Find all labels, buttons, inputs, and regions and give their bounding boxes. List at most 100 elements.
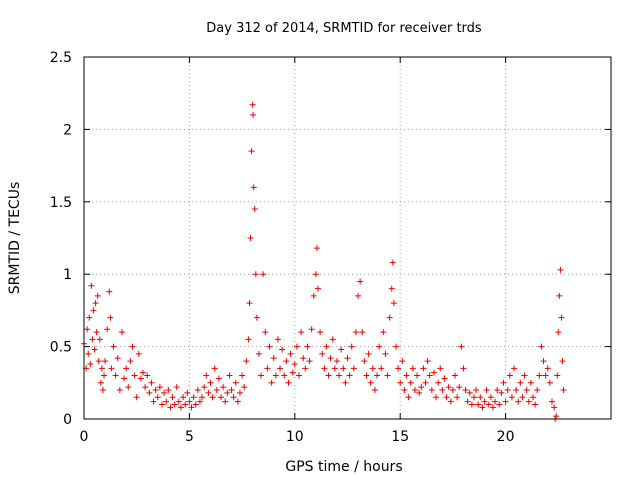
data-point (527, 379, 534, 386)
data-point (291, 360, 298, 367)
data-point (169, 394, 176, 401)
data-point (239, 372, 246, 379)
data-point (308, 326, 315, 333)
data-point (382, 350, 389, 357)
data-point (243, 358, 250, 365)
data-point (156, 384, 163, 391)
y-tick-label: 1 (63, 267, 72, 283)
data-point (90, 307, 97, 314)
data-point (253, 314, 260, 321)
data-point (152, 387, 159, 394)
data-point (106, 288, 113, 295)
data-point (378, 365, 385, 372)
data-point (355, 292, 362, 299)
data-point (352, 329, 359, 336)
data-point (460, 365, 467, 372)
data-point (519, 394, 526, 401)
data-point (110, 343, 117, 350)
data-point (481, 398, 488, 405)
data-point (300, 355, 307, 362)
data-point (87, 360, 94, 367)
data-point (475, 401, 482, 408)
data-point (546, 379, 553, 386)
data-point (551, 404, 558, 411)
data-point (86, 314, 93, 321)
data-point (350, 365, 357, 372)
data-point (430, 369, 437, 376)
data-point (232, 379, 239, 386)
data-point (173, 384, 180, 391)
data-point (538, 343, 545, 350)
data-point (264, 365, 271, 372)
data-point (118, 329, 125, 336)
data-point (441, 375, 448, 382)
data-point (94, 292, 101, 299)
data-point (468, 401, 475, 408)
data-point (344, 355, 351, 362)
data-point (262, 329, 269, 336)
data-point (556, 292, 563, 299)
data-point (97, 379, 104, 386)
data-point (312, 271, 319, 278)
data-point (93, 329, 100, 336)
data-point (121, 375, 128, 382)
data-point (333, 358, 340, 365)
data-point (515, 398, 522, 405)
data-point (498, 389, 505, 396)
data-point (167, 404, 174, 411)
data-point (534, 387, 541, 394)
data-point (504, 387, 511, 394)
data-point (302, 365, 309, 372)
data-point (116, 387, 123, 394)
data-point (101, 372, 108, 379)
data-point (331, 365, 338, 372)
data-point (511, 365, 518, 372)
data-point (405, 394, 412, 401)
data-point (158, 401, 165, 408)
data-point (245, 336, 252, 343)
data-point (260, 271, 267, 278)
data-point (207, 379, 214, 386)
data-point (456, 384, 463, 391)
data-point (194, 387, 201, 394)
data-point (395, 365, 402, 372)
data-point (338, 346, 345, 353)
data-point (397, 379, 404, 386)
data-point (536, 372, 543, 379)
data-point (268, 379, 275, 386)
y-tick-label: 1.5 (50, 195, 72, 211)
data-point (125, 384, 132, 391)
data-point (418, 384, 425, 391)
data-point (148, 379, 155, 386)
data-point (560, 387, 567, 394)
data-point (274, 336, 281, 343)
data-point (389, 259, 396, 266)
data-point (209, 394, 216, 401)
data-point (234, 398, 241, 405)
data-point (84, 326, 91, 333)
data-point (246, 300, 253, 307)
data-point (163, 398, 170, 405)
data-point (384, 372, 391, 379)
data-point (557, 266, 564, 273)
data-point (494, 387, 501, 394)
data-point (336, 372, 343, 379)
data-point (175, 398, 182, 405)
data-point (314, 285, 321, 292)
data-point (517, 379, 524, 386)
data-point (184, 389, 191, 396)
data-point (137, 375, 144, 382)
data-point (424, 358, 431, 365)
data-point (321, 365, 328, 372)
data-point (228, 387, 235, 394)
data-point (483, 387, 490, 394)
data-point (489, 404, 496, 411)
data-point (317, 329, 324, 336)
x-tick-label: 0 (80, 429, 89, 445)
data-point (392, 343, 399, 350)
data-point (285, 379, 292, 386)
data-point (249, 101, 256, 108)
data-point (388, 285, 395, 292)
data-point (102, 358, 109, 365)
data-point (196, 398, 203, 405)
